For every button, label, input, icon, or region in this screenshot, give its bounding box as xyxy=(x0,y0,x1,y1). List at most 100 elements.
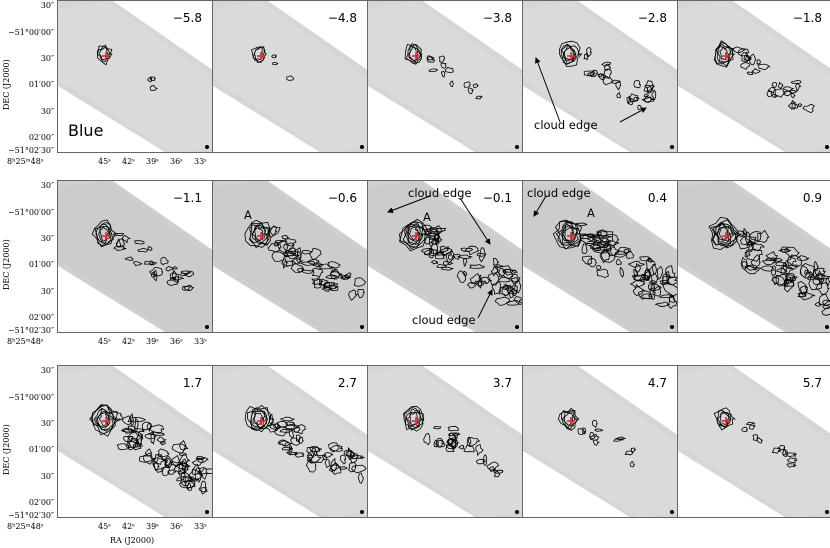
x-tick-label: 8ʰ25ᵐ48ˢ xyxy=(7,337,44,346)
channel-map-image xyxy=(368,1,522,152)
channel-map-panel: −0.6 xyxy=(212,180,368,333)
x-axis-label: RA (J2000) xyxy=(110,536,155,545)
contour-group xyxy=(244,219,367,301)
source-star-icon xyxy=(257,417,265,425)
x-tick-label: 42ˢ xyxy=(122,522,135,531)
cloud-edge-annotation: cloud edge xyxy=(408,186,472,200)
y-tick-label: 30″ xyxy=(40,419,54,428)
channel-map-panel: 2.7 xyxy=(212,365,368,518)
y-tick-label: −51°00′00″ xyxy=(7,393,54,402)
contour-group xyxy=(91,219,195,291)
y-tick-label: 30″ xyxy=(40,181,54,190)
region-a-label: A xyxy=(423,210,431,224)
channel-map-panel: −0.1 xyxy=(367,180,523,333)
velocity-label: −1.8 xyxy=(792,11,822,25)
channel-map-panel: 4.7 xyxy=(522,365,678,518)
channel-map-panel: 3.7 xyxy=(367,365,523,518)
y-tick-label: 01′00″ xyxy=(28,260,54,269)
y-tick-label: 30″ xyxy=(40,472,54,481)
channel-map-image xyxy=(58,366,212,517)
velocity-label: −3.8 xyxy=(482,11,512,25)
region-a-label: A xyxy=(244,208,252,222)
x-tick-label: 39ˢ xyxy=(146,157,159,166)
y-tick-label: 02′00″ xyxy=(28,498,54,507)
x-tick-label: 8ʰ25ᵐ48ˢ xyxy=(7,522,44,531)
y-tick-label: 02′00″ xyxy=(28,313,54,322)
channel-map-image xyxy=(523,366,677,517)
source-star-icon xyxy=(722,417,730,425)
channel-map-image xyxy=(368,366,522,517)
y-tick-label: 30″ xyxy=(40,366,54,375)
contour-group xyxy=(403,405,504,478)
source-star-icon xyxy=(257,232,265,240)
contour-group xyxy=(713,407,798,468)
source-star-icon xyxy=(567,52,575,60)
cloud-edge-annotation: cloud edge xyxy=(412,313,476,327)
channel-map-panel: −4.8 xyxy=(212,0,368,153)
velocity-label: 0.4 xyxy=(647,191,667,205)
channel-map-image xyxy=(58,1,212,152)
velocity-label: 1.7 xyxy=(182,376,202,390)
y-tick-label: 30″ xyxy=(40,1,54,10)
cloud-edge-annotation: cloud edge xyxy=(527,186,591,200)
velocity-label: 4.7 xyxy=(647,376,667,390)
x-tick-label: 8ʰ25ᵐ48ˢ xyxy=(7,157,44,166)
y-tick-label: 30″ xyxy=(40,234,54,243)
velocity-label: 3.7 xyxy=(492,376,512,390)
x-tick-label: 45ˢ xyxy=(98,522,111,531)
y-tick-label: −51°02′30″ xyxy=(7,511,54,520)
source-star-icon xyxy=(567,232,575,240)
velocity-label: −2.8 xyxy=(637,11,667,25)
source-star-icon xyxy=(102,417,110,425)
y-axis-label: DEC (J2000) xyxy=(2,239,11,290)
y-tick-label: 30″ xyxy=(40,54,54,63)
x-tick-label: 42ˢ xyxy=(122,337,135,346)
channel-map-panel: −3.8 xyxy=(367,0,523,153)
contour-group xyxy=(552,219,677,309)
velocity-label: −0.1 xyxy=(482,191,512,205)
channel-map-panel: −1.1 xyxy=(57,180,213,333)
x-tick-label: 33ˢ xyxy=(194,337,207,346)
x-tick-label: 33ˢ xyxy=(194,157,207,166)
y-tick-label: 30″ xyxy=(40,107,54,116)
channel-map-image xyxy=(213,1,367,152)
y-axis-label: DEC (J2000) xyxy=(2,59,11,110)
y-tick-label: 30″ xyxy=(40,287,54,296)
x-tick-label: 33ˢ xyxy=(194,522,207,531)
x-tick-label: 39ˢ xyxy=(146,337,159,346)
y-tick-label: 01′00″ xyxy=(28,80,54,89)
source-star-icon xyxy=(722,232,730,240)
velocity-label: −4.8 xyxy=(327,11,357,25)
y-axis-label: DEC (J2000) xyxy=(2,424,11,475)
source-star-icon xyxy=(102,52,110,60)
channel-map-panel: −1.8 xyxy=(677,0,830,153)
channel-map-image xyxy=(213,181,367,332)
source-star-icon xyxy=(567,417,575,425)
cloud-edge-annotation: cloud edge xyxy=(534,118,598,132)
contour-group xyxy=(89,404,212,495)
channel-map-panel: −5.8 Blue xyxy=(57,0,213,153)
x-tick-label: 39ˢ xyxy=(146,522,159,531)
velocity-label: −0.6 xyxy=(327,191,357,205)
y-tick-label: −51°00′00″ xyxy=(7,28,54,37)
channel-map-panel: 0.9 xyxy=(677,180,830,333)
source-star-icon xyxy=(412,417,420,425)
source-star-icon xyxy=(102,232,110,240)
channel-map-image xyxy=(58,181,212,332)
x-tick-label: 36ˢ xyxy=(170,157,183,166)
source-star-icon xyxy=(257,52,265,60)
source-star-icon xyxy=(412,232,420,240)
channel-map-panel: 5.7 xyxy=(677,365,830,518)
contour-group xyxy=(398,218,522,306)
x-tick-label: 45ˢ xyxy=(98,157,111,166)
channel-map-image xyxy=(213,366,367,517)
y-tick-label: 01′00″ xyxy=(28,445,54,454)
y-tick-label: −51°02′30″ xyxy=(7,146,54,155)
velocity-label: −5.8 xyxy=(172,11,202,25)
velocity-label: 0.9 xyxy=(802,191,822,205)
channel-map-image xyxy=(678,366,830,517)
y-tick-label: −51°02′30″ xyxy=(7,326,54,335)
region-a-label: A xyxy=(587,206,595,220)
contour-group xyxy=(713,40,815,114)
